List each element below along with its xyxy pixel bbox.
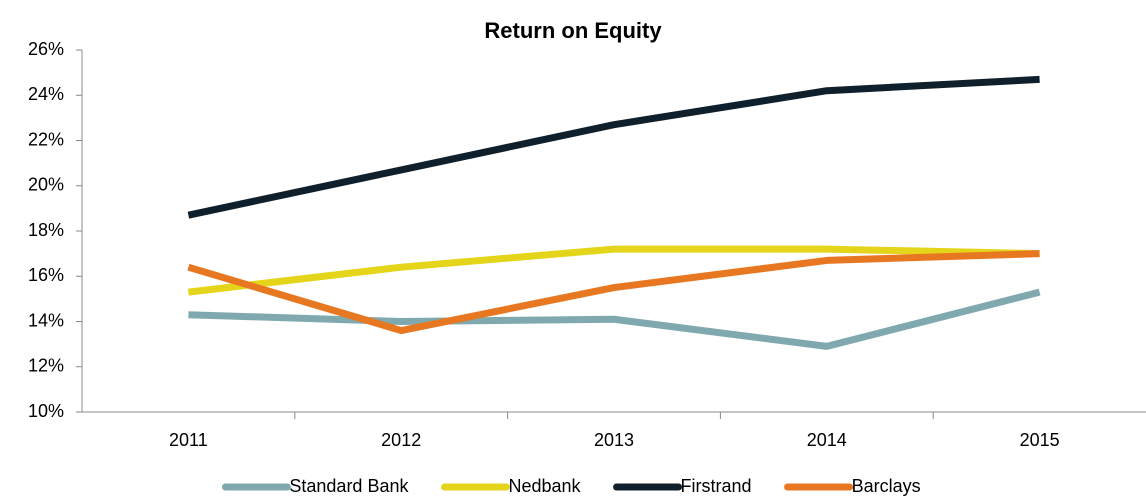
x-tick-label: 2014	[807, 430, 847, 450]
y-tick-label: 10%	[28, 401, 64, 421]
series-line	[187, 75, 1040, 219]
legend-label: Standard Bank	[289, 476, 409, 496]
x-tick-label: 2011	[169, 430, 208, 450]
x-tick-label: 2012	[381, 430, 421, 450]
series-line	[187, 250, 1040, 335]
y-tick-label: 20%	[28, 175, 64, 195]
series-line	[188, 288, 1041, 350]
legend-label: Nedbank	[508, 476, 581, 496]
y-tick-label: 12%	[28, 356, 64, 376]
chart-title: Return on Equity	[484, 18, 662, 43]
x-tick-label: 2013	[594, 430, 634, 450]
y-tick-label: 14%	[28, 310, 64, 330]
y-tick-label: 18%	[28, 220, 64, 240]
series-line	[187, 245, 1040, 296]
y-tick-label: 22%	[28, 129, 64, 149]
y-tick-label: 24%	[28, 84, 64, 104]
legend-label: Barclays	[852, 476, 921, 496]
x-tick-label: 2015	[1020, 430, 1060, 450]
legend-label: Firstrand	[681, 476, 752, 496]
y-tick-label: 16%	[28, 265, 64, 285]
y-tick-label: 26%	[28, 39, 64, 59]
